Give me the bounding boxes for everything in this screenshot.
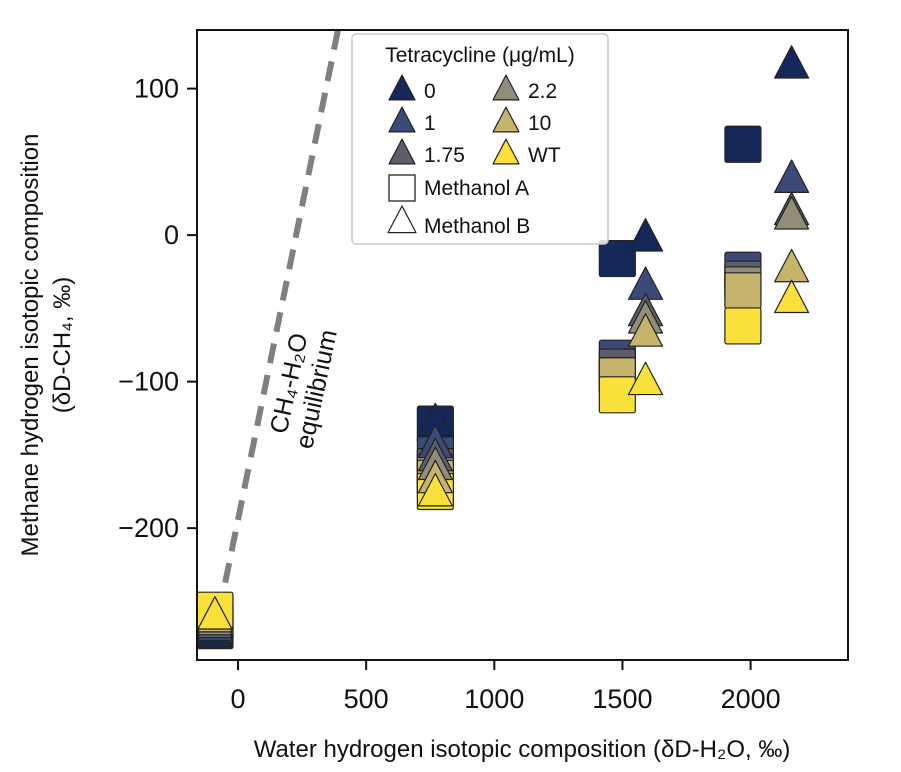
legend-marker-0	[388, 74, 416, 101]
x-tick-label: 500	[344, 684, 389, 714]
equilibrium-annotation: CH₄-H₂O equilibrium	[265, 327, 343, 451]
y-tick-label: −200	[118, 513, 179, 543]
point-methanol-a-10	[724, 272, 762, 310]
point-methanol-b-WT	[197, 596, 233, 630]
legend-label-methanol-b: Methanol B	[424, 215, 530, 238]
y-tick-label: −100	[118, 367, 179, 397]
point-methanol-b-0	[627, 218, 664, 252]
equilibrium-line-group	[209, 30, 341, 646]
point-methanol-b-WT	[417, 472, 453, 507]
point-methanol-b-WT	[627, 361, 664, 396]
point-methanol-b-10	[627, 313, 664, 347]
point-methanol-a-0	[598, 239, 636, 278]
legend-marker-10	[492, 106, 520, 133]
point-methanol-b-1	[774, 159, 810, 193]
legend-label-10: 10	[528, 112, 551, 135]
x-tick-label: 2000	[721, 684, 781, 714]
x-axis-ticks: 0 500 1000 1500 2000	[230, 660, 781, 714]
y-tick-label: 100	[134, 74, 179, 104]
legend-label-1.75: 1.75	[424, 144, 465, 167]
y-axis-label: Methane hydrogen isotopic composition (δ…	[17, 134, 76, 557]
legend-box	[351, 33, 609, 245]
legend-label-1: 1	[424, 112, 436, 135]
x-tick-label: 0	[230, 684, 245, 714]
legend-items: 0 1 1.75 2.2 10 WT	[387, 74, 561, 234]
legend-marker-2.2	[492, 74, 520, 101]
point-methanol-b-10	[774, 248, 810, 283]
x-axis-label: Water hydrogen isotopic composition (δD-…	[254, 736, 791, 763]
legend-label-2.2: 2.2	[528, 80, 557, 103]
legend: Tetracycline (μg/mL) 0 1 1.75 2.2 10 WT Metha…	[351, 33, 609, 245]
legend-label-methanol-a: Methanol A	[424, 177, 529, 200]
data-points	[197, 45, 810, 650]
legend-marker-1	[388, 106, 416, 133]
plot-frame	[196, 29, 849, 661]
legend-title: Tetracycline (μg/mL)	[385, 44, 574, 67]
point-methanol-a-WT	[724, 307, 762, 345]
legend-marker-1.75	[388, 138, 416, 165]
point-methanol-b-WT	[774, 279, 810, 314]
point-methanol-b-0	[774, 45, 810, 79]
y-axis-label-line2: (δD-CH₄, ‰)	[49, 277, 76, 413]
y-tick-label: 0	[164, 220, 179, 250]
y-axis-ticks: 100 0 −100 −200	[118, 74, 197, 543]
legend-marker-triangle	[387, 205, 417, 234]
y-axis-label-line1: Methane hydrogen isotopic composition	[17, 134, 44, 557]
legend-label-0: 0	[424, 80, 436, 103]
point-methanol-b-2.2	[774, 196, 810, 230]
legend-marker-square	[388, 174, 416, 202]
x-tick-label: 1500	[592, 684, 652, 714]
x-tick-label: 1000	[464, 684, 524, 714]
legend-label-WT: WT	[528, 144, 561, 167]
legend-marker-WT	[492, 138, 520, 165]
point-methanol-a-0	[724, 125, 762, 163]
equilibrium-line	[209, 30, 341, 646]
